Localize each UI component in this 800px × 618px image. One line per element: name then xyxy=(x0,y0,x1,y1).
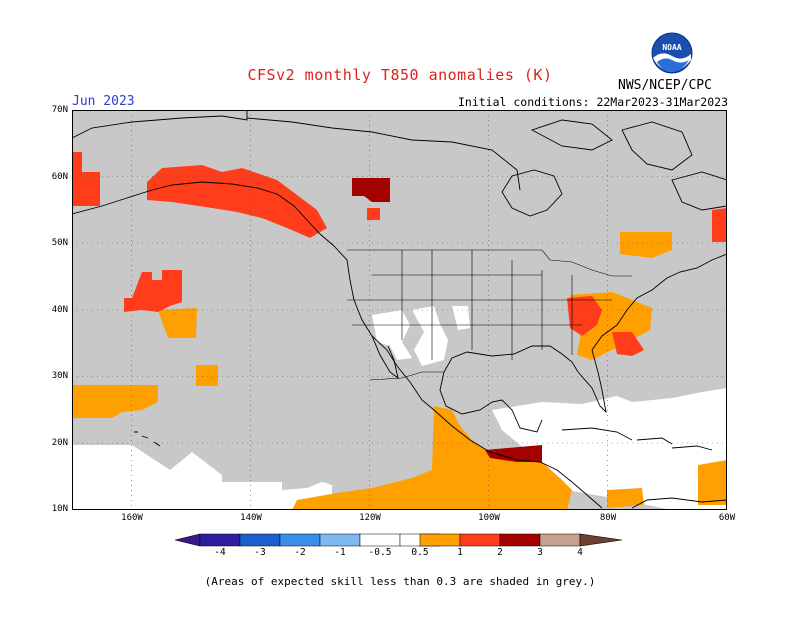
colorbar-low-arrow xyxy=(174,533,201,547)
colorbar-label: -0.5 xyxy=(368,547,392,558)
forecast-month: Jun 2023 xyxy=(72,94,135,109)
colorbar xyxy=(174,533,623,547)
colorbar-swatch xyxy=(419,533,461,547)
colorbar-label: 0.5 xyxy=(411,547,429,558)
lat-label: 50N xyxy=(51,238,68,248)
colorbar-swatch xyxy=(279,533,321,547)
lon-label: 80W xyxy=(599,513,617,523)
colorbar-label: -3 xyxy=(254,547,266,558)
skill-footnote: (Areas of expected skill less than 0.3 a… xyxy=(204,575,596,588)
lon-label: 100W xyxy=(478,513,500,523)
graticule xyxy=(72,110,727,510)
map-title: CFSv2 monthly T850 anomalies (K) xyxy=(247,66,553,84)
lat-label: 40N xyxy=(51,305,68,315)
lon-label: 140W xyxy=(240,513,262,523)
colorbar-swatch xyxy=(239,533,281,547)
lon-label: 60W xyxy=(718,513,736,523)
lat-label: 60N xyxy=(51,172,68,182)
logo-text: NOAA xyxy=(662,43,681,52)
colorbar-high-arrow xyxy=(579,533,623,547)
agency-label: NWS/NCEP/CPC xyxy=(618,78,712,93)
lon-label: 120W xyxy=(359,513,381,523)
colorbar-label: -2 xyxy=(294,547,306,558)
initial-conditions: Initial conditions: 22Mar2023-31Mar2023 xyxy=(457,95,728,109)
colorbar-swatch xyxy=(199,533,241,547)
anomaly-map xyxy=(72,110,727,510)
colorbar-swatch xyxy=(359,533,401,547)
lon-label: 160W xyxy=(121,513,143,523)
political-borders xyxy=(347,249,632,381)
colorbar-label: -4 xyxy=(214,547,226,558)
colorbar-label: 4 xyxy=(577,547,583,558)
lat-label: 70N xyxy=(51,105,68,115)
colorbar-label: -1 xyxy=(334,547,346,558)
colorbar-swatch xyxy=(319,533,361,547)
colorbar-swatch xyxy=(539,533,581,547)
colorbar-swatch xyxy=(459,533,501,547)
colorbar-swatch xyxy=(499,533,541,547)
lat-label: 10N xyxy=(51,504,68,514)
colorbar-label: 3 xyxy=(537,547,543,558)
colorbar-label: 1 xyxy=(457,547,463,558)
lat-label: 30N xyxy=(51,371,68,381)
colorbar-label: 2 xyxy=(497,547,503,558)
anomaly-0.5-1-areas xyxy=(72,232,727,510)
map-frame xyxy=(72,110,727,510)
coastlines xyxy=(72,110,727,509)
anomaly-2-3-areas xyxy=(352,178,542,462)
noaa-logo: NOAA xyxy=(651,32,693,74)
lat-label: 20N xyxy=(51,438,68,448)
